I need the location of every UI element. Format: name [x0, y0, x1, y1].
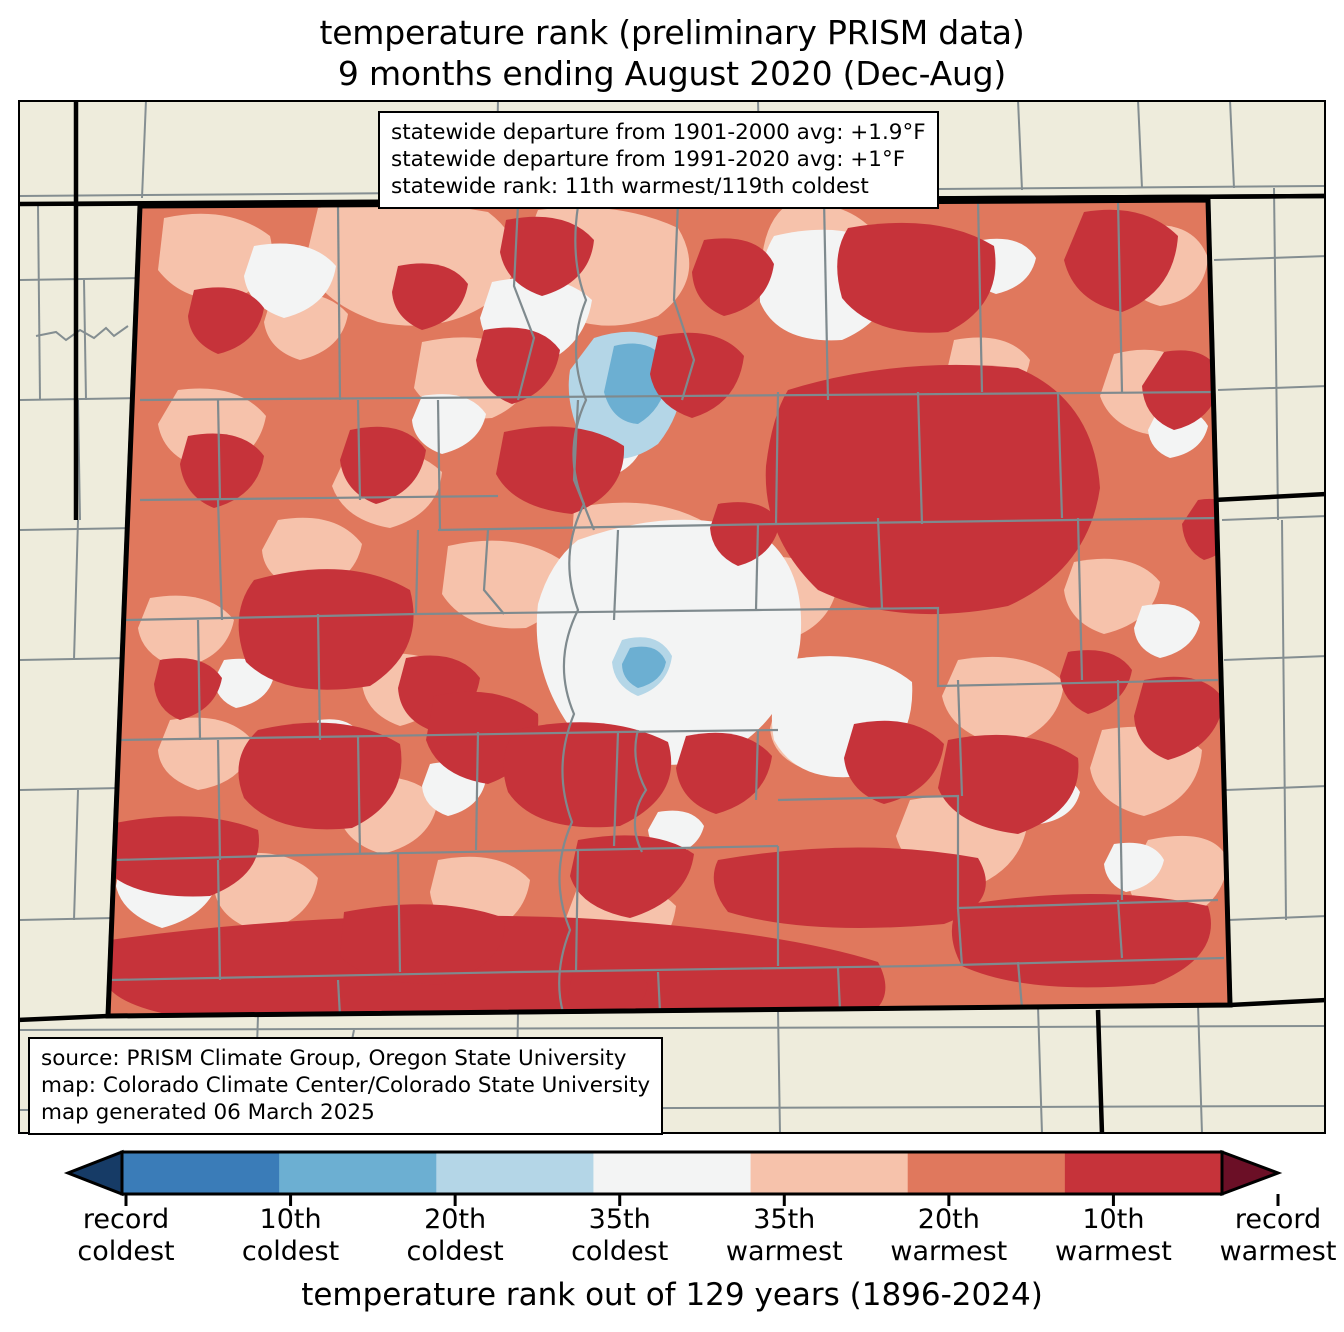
- page-title: temperature rank (preliminary PRISM data…: [0, 12, 1344, 94]
- colorbar-tick-label: 35th warmest: [726, 1204, 843, 1268]
- stats-line-1: statewide departure from 1901-2000 avg: …: [391, 120, 926, 145]
- colorbar-tick-label: record coldest: [77, 1204, 174, 1268]
- colorbar-bin: [907, 1152, 1066, 1194]
- colorbar-over-arrow: [1220, 1149, 1283, 1197]
- colorbar-caption: temperature rank out of 129 years (1896-…: [301, 1277, 1043, 1313]
- colorbar-bin: [279, 1152, 437, 1194]
- colorbar-tick-label: 20th coldest: [407, 1204, 504, 1268]
- colorbar-tick-label-line2: warmest: [1219, 1236, 1337, 1267]
- colorbar-tick-label: 35th coldest: [571, 1204, 668, 1268]
- colorbar-tick-label-line2: warmest: [1055, 1236, 1172, 1267]
- colorbar: [0, 1148, 1344, 1208]
- title-line-2: 9 months ending August 2020 (Dec-Aug): [337, 54, 1007, 93]
- colorbar-bin: [1064, 1152, 1223, 1194]
- colorbar-tick-label-line1: 20th: [917, 1204, 980, 1235]
- colorbar-tick-label-line2: warmest: [725, 1236, 843, 1267]
- colorbar-tick-label-line2: coldest: [77, 1236, 175, 1267]
- colorbar-under-arrow: [63, 1149, 124, 1197]
- colorbar-tick-label-line1: record: [1234, 1204, 1322, 1235]
- temperature-rank-contours: [108, 200, 1230, 1016]
- colorbar-tick-label-line2: coldest: [571, 1236, 669, 1267]
- stats-line-3: statewide rank: 11th warmest/119th colde…: [391, 174, 869, 199]
- colorbar-tick-label-line2: warmest: [890, 1236, 1008, 1267]
- colorbar-tick-label-line2: coldest: [406, 1236, 504, 1267]
- colorbar-bin: [436, 1152, 595, 1194]
- colorbar-svg: [63, 1149, 1283, 1206]
- source-line-3: map generated 06 March 2025: [41, 1100, 375, 1125]
- source-line-1: source: PRISM Climate Group, Oregon Stat…: [41, 1046, 627, 1071]
- colorbar-tick-label-line1: 10th: [259, 1204, 322, 1235]
- source-line-2: map: Colorado Climate Center/Colorado St…: [41, 1073, 651, 1098]
- colorbar-outline: [120, 1150, 1224, 1196]
- colorbar-labels: record coldest 10th coldest 20th coldest 35th c…: [0, 1204, 1344, 1274]
- colorbar-bin: [750, 1152, 909, 1194]
- colorbar-tick-label: 10th warmest: [1055, 1204, 1172, 1268]
- source-credits-box: source: PRISM Climate Group, Oregon Stat…: [28, 1037, 664, 1135]
- colorbar-tick-label-line1: 35th: [588, 1204, 651, 1235]
- colorbar-bins: [63, 1149, 1283, 1197]
- colorbar-tick-label-line1: 35th: [753, 1204, 816, 1235]
- contour-20th-coldest-central: [622, 646, 666, 688]
- colorado-county-lines: [109, 200, 1225, 1016]
- colorbar-tick-label-line2: coldest: [241, 1236, 340, 1267]
- colorbar-bin: [122, 1152, 280, 1194]
- colorbar-tick-label-line1: 20th: [424, 1204, 487, 1235]
- stats-line-2: statewide departure from 1991-2020 avg: …: [391, 147, 906, 172]
- map-frame: [18, 100, 1326, 1134]
- colorbar-tick-label-line1: record: [82, 1204, 170, 1235]
- colorbar-tick-label: 10th coldest: [242, 1204, 339, 1268]
- colorbar-tick-label: record warmest: [1220, 1204, 1337, 1268]
- colorbar-tick-label: 20th warmest: [890, 1204, 1007, 1268]
- contour-20th-coldest: [604, 343, 668, 424]
- title-line-1: temperature rank (preliminary PRISM data…: [319, 13, 1025, 52]
- colorbar-bin: [593, 1152, 752, 1194]
- colorbar-tick-label-line1: 10th: [1082, 1204, 1145, 1235]
- colorbar-ticks: [124, 1194, 1280, 1206]
- colorado-temperature-rank-map: [20, 102, 1324, 1132]
- contour-10th-warmest: [108, 209, 1230, 1016]
- statewide-stats-box: statewide departure from 1901-2000 avg: …: [378, 111, 939, 209]
